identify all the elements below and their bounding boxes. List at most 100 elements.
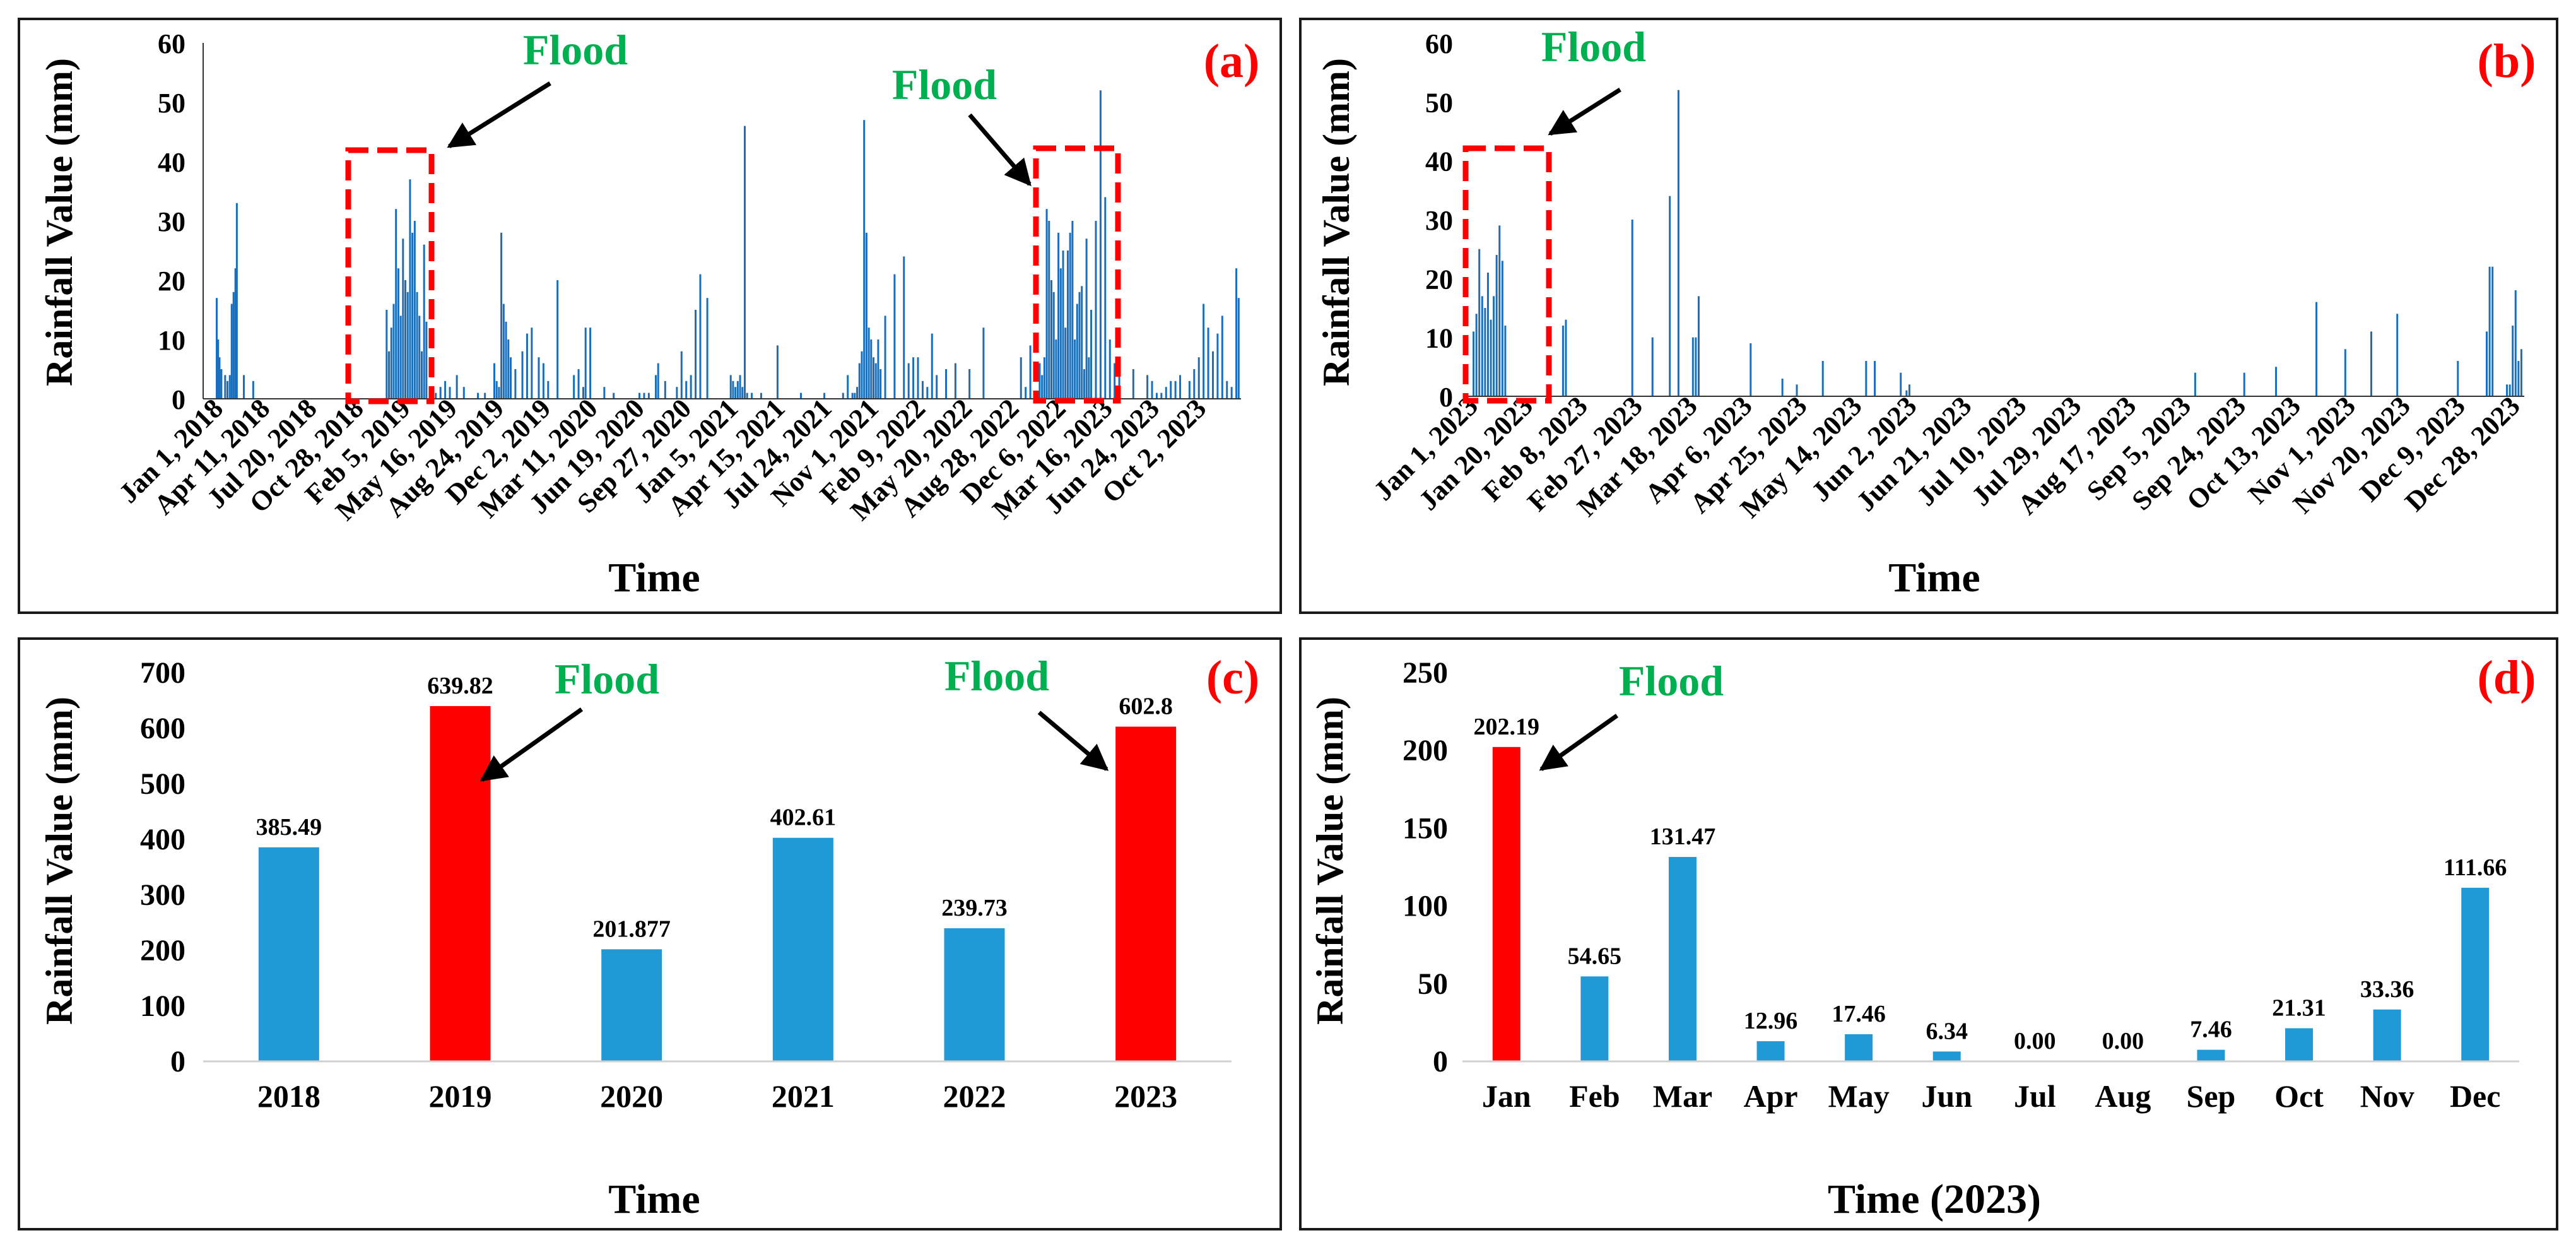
chart-a-bar xyxy=(884,316,886,399)
chart-a-bar xyxy=(509,357,512,399)
chart-d-data-label: 17.46 xyxy=(1832,1001,1886,1027)
chart-c-bar-2021 xyxy=(772,837,833,1061)
chart-a-bar xyxy=(746,392,748,399)
chart-a-bar xyxy=(706,298,709,399)
chart-a-bar xyxy=(968,369,971,399)
chart-a-bar xyxy=(1237,298,1240,399)
chart-a-bar xyxy=(1020,357,1022,399)
chart-a-bar xyxy=(1146,375,1149,399)
chart-a-bar xyxy=(874,363,877,399)
chart-a-bar xyxy=(418,316,421,399)
chart-b-bar xyxy=(2243,372,2245,396)
chart-a-bar xyxy=(514,369,517,399)
chart-a-bar xyxy=(751,392,753,399)
chart-b-bar xyxy=(1669,196,1671,396)
chart-b-bar xyxy=(2315,302,2318,396)
chart-b-bar xyxy=(1651,337,1654,396)
chart-a-bar xyxy=(903,256,905,399)
chart-a-bar xyxy=(1029,345,1032,399)
chart-a-ytick-label: 0 xyxy=(172,384,185,415)
chart-a-bar xyxy=(477,392,479,399)
chart-b-bar xyxy=(2486,331,2488,396)
chart-b-bar xyxy=(1475,314,1478,396)
chart-a-bar xyxy=(409,179,411,399)
chart-a-bar xyxy=(851,392,854,399)
chart-a-bar xyxy=(1155,392,1158,399)
chart-a-bar xyxy=(397,268,399,399)
chart-a-bar xyxy=(584,327,587,399)
chart-b-bar xyxy=(1691,337,1694,396)
chart-a-bar xyxy=(800,392,803,399)
chart-c-xtick-label: 2019 xyxy=(429,1078,492,1114)
chart-a-bar xyxy=(926,387,929,399)
chart-c-xtick-label: 2023 xyxy=(1114,1078,1177,1114)
chart-a-ytick-label: 10 xyxy=(158,325,185,356)
chart-a-bar xyxy=(556,280,559,399)
chart-a-bar xyxy=(1078,292,1081,399)
chart-c-bar-2018 xyxy=(258,847,319,1061)
chart-a-bar xyxy=(982,327,985,399)
chart-d-xtick-label: Jul xyxy=(2014,1078,2056,1114)
chart-b-bar xyxy=(1481,296,1483,396)
chart-a-bar xyxy=(395,209,397,399)
chart-a-bar xyxy=(1085,239,1088,399)
chart-b-bar xyxy=(2520,349,2522,396)
chart-d-panel-label: (d) xyxy=(2478,651,2536,704)
chart-b-panel-label: (b) xyxy=(2478,35,2536,88)
chart-a-bar xyxy=(235,203,238,399)
chart-a-bar xyxy=(1197,357,1200,399)
chart-a-bar xyxy=(484,392,486,399)
chart-a-bar xyxy=(1095,221,1097,399)
chart-d-xtick-label: Nov xyxy=(2360,1078,2414,1114)
chart-b-bar xyxy=(2396,314,2399,396)
chart-d-bar-feb xyxy=(1580,976,1609,1061)
chart-a-flood-box-2019 xyxy=(345,147,435,404)
chart-b-bar xyxy=(2344,349,2346,396)
chart-c-data-label: 239.73 xyxy=(941,895,1008,921)
chart-c-data-label: 602.8 xyxy=(1119,693,1173,720)
chart-a-bar xyxy=(589,327,592,399)
chart-a-bar xyxy=(1193,369,1196,399)
chart-b-bar xyxy=(1750,343,1752,396)
chart-b-xlabel: Time xyxy=(1888,555,1980,601)
chart-a-bar xyxy=(1057,232,1060,399)
chart-b-ytick-label: 40 xyxy=(1425,146,1453,177)
chart-a-flood-arrow-1 xyxy=(447,81,551,148)
chart-d-data-label: 111.66 xyxy=(2444,854,2507,881)
chart-a-bar xyxy=(734,387,737,399)
chart-a-bar xyxy=(420,351,423,399)
chart-d-svg: 0 50 100 150 200 250 Jan Feb Mar Apr May Jun Jul Aug… xyxy=(1309,651,2536,1222)
chart-d-flood-annotation: Flood xyxy=(1619,657,1724,705)
chart-a-bar xyxy=(1088,357,1090,399)
chart-a-bar xyxy=(912,357,915,399)
chart-a-ytick-label: 30 xyxy=(158,206,185,237)
chart-b-ytick-label: 50 xyxy=(1425,87,1453,118)
chart-a-bar xyxy=(603,387,606,399)
chart-c-ylabel: Rainfall Value (mm) xyxy=(38,697,80,1025)
chart-a-bar xyxy=(861,351,863,399)
chart-a-bar xyxy=(1083,369,1085,399)
chart-a-bar xyxy=(921,381,924,399)
chart-d-bar-oct xyxy=(2285,1028,2314,1061)
chart-c-xtick-label: 2020 xyxy=(600,1078,663,1114)
chart-a-bar xyxy=(582,387,584,399)
chart-a-bar xyxy=(954,363,956,399)
chart-d-xtick-label: Jan xyxy=(1482,1078,1531,1114)
chart-c-data-label: 639.82 xyxy=(427,673,493,699)
chart-a-bar xyxy=(743,126,746,399)
chart-d-xtick-label: Sep xyxy=(2187,1078,2236,1114)
chart-a-flood-box-2023 xyxy=(1033,145,1121,404)
chart-a-ytick-label: 20 xyxy=(158,266,185,297)
chart-b-ytick-label: 30 xyxy=(1425,205,1453,236)
chart-a-bar xyxy=(936,375,938,399)
chart-a-bar xyxy=(230,304,233,399)
chart-a-bar xyxy=(505,321,507,399)
chart-c-y-axis: 0 100 200 300 400 500 600 700 xyxy=(140,656,185,1078)
chart-c-ytick-label: 500 xyxy=(140,767,185,801)
chart-d-xtick-label: Dec xyxy=(2450,1078,2501,1114)
chart-a-bar xyxy=(1025,387,1027,399)
chart-b-bar xyxy=(1631,220,1633,396)
chart-a-bar xyxy=(215,298,218,399)
